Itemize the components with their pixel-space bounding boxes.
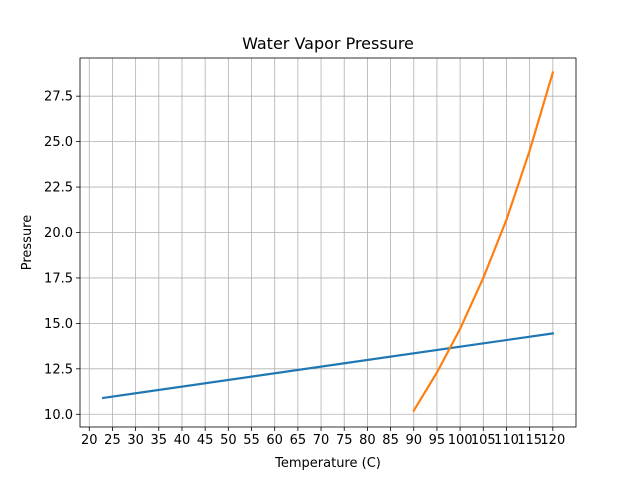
x-tick-label: 80 bbox=[359, 433, 376, 448]
x-tick-label: 90 bbox=[405, 433, 422, 448]
x-tick-label: 75 bbox=[336, 433, 353, 448]
chart-title: Water Vapor Pressure bbox=[242, 34, 414, 53]
x-tick-label: 105 bbox=[471, 433, 496, 448]
x-tick-label: 40 bbox=[174, 433, 191, 448]
x-tick-label: 30 bbox=[127, 433, 144, 448]
x-tick-label: 120 bbox=[540, 433, 565, 448]
y-tick-label: 25.0 bbox=[44, 135, 73, 150]
ticks: 20 25 30 35 40 45 50 55 60 65 70 75 80 85 90 95 10010511… bbox=[44, 90, 565, 448]
y-tick-label: 22.5 bbox=[44, 181, 73, 196]
x-tick-label: 50 bbox=[220, 433, 237, 448]
series-line-1 bbox=[412, 71, 555, 413]
x-tick-label: 115 bbox=[517, 433, 542, 448]
x-tick-label: 65 bbox=[290, 433, 307, 448]
y-axis-title: Pressure bbox=[20, 215, 35, 271]
y-tick-label: 15.0 bbox=[44, 317, 73, 332]
y-tick-label: 12.5 bbox=[44, 362, 73, 377]
x-tick-label: 70 bbox=[313, 433, 330, 448]
plot-frame bbox=[79, 57, 577, 428]
series-layer bbox=[101, 71, 555, 413]
x-tick-label: 100 bbox=[448, 433, 473, 448]
x-tick-label: 35 bbox=[151, 433, 168, 448]
x-axis-title: Temperature (C) bbox=[274, 456, 381, 471]
grid bbox=[80, 58, 576, 427]
y-tick-label: 20.0 bbox=[44, 226, 73, 241]
series-line-0 bbox=[101, 332, 555, 400]
x-tick-label: 20 bbox=[81, 433, 98, 448]
x-tick-label: 85 bbox=[382, 433, 399, 448]
x-tick-label: 45 bbox=[197, 433, 214, 448]
x-tick-label: 110 bbox=[494, 433, 519, 448]
y-tick-label: 10.0 bbox=[44, 408, 73, 423]
x-tick-label: 95 bbox=[429, 433, 446, 448]
y-tick-label: 17.5 bbox=[44, 271, 73, 286]
x-tick-label: 60 bbox=[266, 433, 283, 448]
x-tick-label: 25 bbox=[104, 433, 121, 448]
x-tick-label: 55 bbox=[243, 433, 260, 448]
y-tick-label: 27.5 bbox=[44, 90, 73, 105]
